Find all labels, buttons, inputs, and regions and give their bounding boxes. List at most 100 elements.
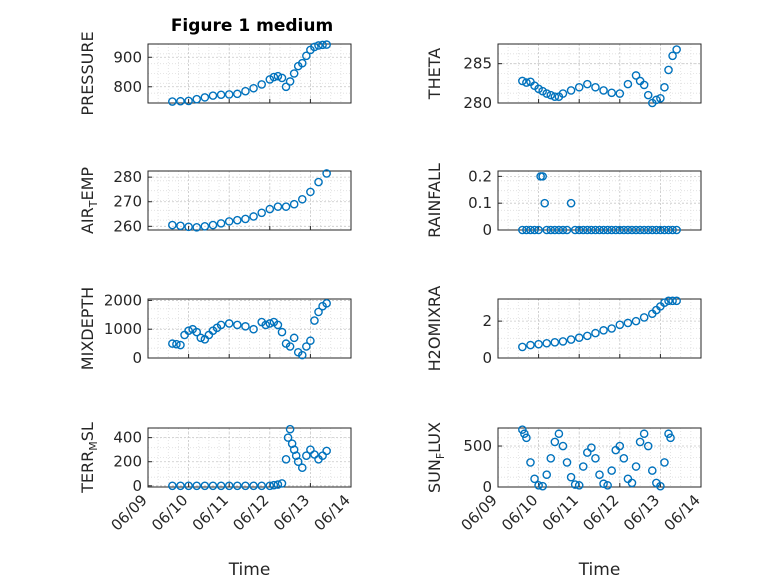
data-point [562, 458, 572, 467]
y-tick-label: 400 [113, 429, 142, 447]
data-point [297, 58, 307, 68]
data-point [615, 225, 625, 235]
data-point [192, 94, 202, 104]
data-point [635, 437, 645, 447]
axes-box [147, 170, 352, 231]
y-tick-label: 260 [113, 217, 142, 235]
data-point [233, 89, 242, 99]
data-point [318, 40, 327, 50]
data-point [603, 481, 612, 490]
data-point [302, 342, 311, 351]
data-point [619, 225, 629, 235]
data-point [599, 86, 608, 95]
data-point [265, 204, 275, 214]
y-axis-label: AIRTEMP [78, 167, 100, 234]
data-point [526, 458, 535, 467]
data-point [558, 441, 568, 451]
data-point [666, 433, 675, 443]
data-point [587, 225, 596, 235]
data-point [550, 437, 560, 447]
data-point [208, 91, 218, 100]
data-point [283, 433, 293, 442]
data-point [518, 225, 527, 235]
data-point [281, 455, 291, 464]
data-point [168, 339, 177, 348]
data-point [534, 225, 543, 235]
data-point [603, 225, 612, 235]
data-point [322, 169, 331, 178]
y-tick-label: 0 [132, 477, 142, 495]
data-point [574, 481, 584, 490]
data-point [265, 319, 275, 328]
data-point [184, 481, 193, 491]
data-point [310, 42, 319, 52]
data-point [518, 425, 527, 434]
data-point [643, 90, 653, 100]
data-point [216, 481, 226, 491]
data-point [652, 95, 661, 105]
data-point [623, 79, 633, 89]
data-point [249, 481, 258, 491]
data-point [643, 225, 653, 235]
data-point [574, 82, 584, 92]
data-point [196, 333, 206, 343]
data-point [289, 69, 299, 78]
data-point [297, 350, 307, 360]
data-point [595, 470, 604, 480]
data-point [297, 194, 307, 204]
data-point [269, 480, 279, 490]
data-point [546, 454, 556, 463]
data-point [289, 199, 299, 209]
y-tick-label: 0 [482, 478, 492, 496]
y-tick-label: 285 [463, 55, 492, 73]
data-point [550, 225, 560, 235]
data-point [643, 441, 653, 451]
data-point [558, 89, 568, 98]
data-point [631, 225, 641, 235]
y-tick-label: 0 [132, 349, 142, 367]
data-point [530, 474, 539, 484]
data-point [656, 225, 665, 235]
y-tick-label: 900 [113, 48, 142, 66]
data-point [257, 481, 266, 491]
data-point [639, 80, 649, 90]
data-point [538, 172, 547, 181]
figure-title: Figure 1 medium [171, 16, 333, 36]
data-point [578, 225, 588, 235]
data-point [208, 220, 218, 230]
data-point [540, 198, 549, 208]
data-point [546, 90, 556, 100]
data-point [631, 71, 641, 80]
y-tick-label: 200 [113, 453, 142, 471]
data-point [664, 296, 673, 306]
data-point [558, 337, 568, 346]
data-point [578, 462, 588, 471]
data-point [322, 446, 331, 456]
data-point [526, 225, 535, 235]
data-point [322, 40, 331, 49]
data-point [660, 82, 669, 92]
data-point [216, 320, 226, 330]
data-point [224, 481, 234, 491]
data-point [277, 73, 287, 83]
data-point [306, 336, 315, 346]
data-point [302, 451, 311, 460]
data-point [224, 217, 234, 226]
data-point [200, 93, 210, 102]
data-point [615, 89, 625, 98]
data-point [558, 225, 568, 235]
y-axis-label: PRESSURE [78, 31, 97, 115]
data-point [277, 327, 287, 337]
data-point [184, 96, 193, 106]
subplot-rainfall: 0 0.1 0.2 RAINFALL [425, 163, 702, 239]
data-point [607, 466, 616, 475]
data-point [289, 333, 299, 343]
data-point [570, 480, 580, 489]
data-point [607, 88, 616, 98]
data-point [534, 481, 543, 490]
data-point [664, 225, 673, 235]
y-tick-label: 0.2 [468, 167, 492, 185]
data-point [562, 225, 572, 235]
data-point [672, 296, 681, 306]
data-point [172, 339, 181, 349]
